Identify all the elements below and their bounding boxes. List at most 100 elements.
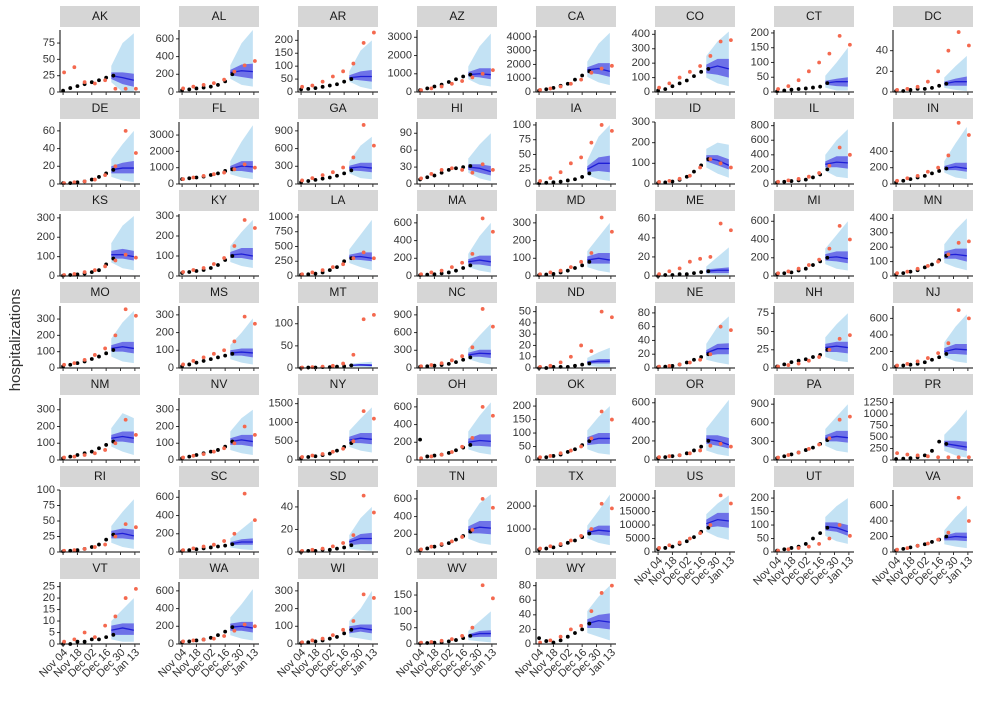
observed-point bbox=[580, 628, 584, 632]
y-tick-label: 200 bbox=[156, 420, 174, 432]
reported-point bbox=[124, 87, 128, 91]
reported-point bbox=[600, 310, 604, 314]
reported-point bbox=[967, 519, 971, 523]
reported-point bbox=[429, 271, 433, 275]
band-95 bbox=[111, 499, 134, 549]
reported-point bbox=[827, 537, 831, 541]
reported-point bbox=[103, 624, 107, 628]
strip-title: LA bbox=[331, 193, 346, 207]
observed-point bbox=[349, 169, 353, 173]
y-tick-label: 0 bbox=[168, 270, 174, 282]
reported-point bbox=[222, 539, 226, 543]
reported-point bbox=[124, 418, 128, 422]
y-tick-label: 150 bbox=[394, 589, 412, 601]
reported-point bbox=[181, 639, 185, 643]
y-tick-label: 2000 bbox=[507, 500, 531, 512]
y-tick-label: 0 bbox=[763, 270, 769, 282]
strip-title: AK bbox=[92, 9, 108, 23]
y-tick-label: 15000 bbox=[619, 505, 650, 517]
observed-point bbox=[797, 87, 801, 91]
strip-title: ME bbox=[686, 193, 704, 207]
observed-point bbox=[230, 254, 234, 258]
observed-point bbox=[923, 174, 927, 178]
observed-point bbox=[342, 80, 346, 84]
band-95 bbox=[944, 127, 967, 179]
reported-point bbox=[460, 168, 464, 172]
reported-point bbox=[450, 450, 454, 454]
y-tick-label: 200 bbox=[275, 602, 293, 614]
reported-point bbox=[657, 272, 661, 276]
y-tick-label: 200 bbox=[751, 27, 769, 39]
band-95 bbox=[349, 407, 372, 452]
observed-point bbox=[825, 168, 829, 172]
reported-point bbox=[232, 244, 236, 248]
observed-point bbox=[454, 166, 458, 170]
reported-point bbox=[362, 317, 366, 321]
reported-point bbox=[341, 628, 345, 632]
reported-point bbox=[310, 454, 314, 458]
y-tick-label: 1000 bbox=[269, 211, 293, 223]
y-tick-label: 0 bbox=[287, 638, 293, 650]
strip-title: NE bbox=[687, 285, 704, 299]
observed-point bbox=[901, 364, 905, 368]
y-tick-label: 800 bbox=[751, 120, 769, 132]
reported-point bbox=[72, 272, 76, 276]
reported-point bbox=[191, 176, 195, 180]
y-tick-label: 0 bbox=[406, 178, 412, 190]
y-tick-label: 400 bbox=[394, 234, 412, 246]
reported-point bbox=[657, 86, 661, 90]
observed-point bbox=[782, 362, 786, 366]
reported-point bbox=[93, 178, 97, 182]
observed-point bbox=[566, 269, 570, 273]
y-tick-label: 900 bbox=[275, 125, 293, 137]
reported-point bbox=[905, 270, 909, 274]
reported-point bbox=[331, 170, 335, 174]
y-tick-label: 300 bbox=[394, 344, 412, 356]
reported-point bbox=[817, 258, 821, 262]
y-tick-label: 600 bbox=[870, 499, 888, 511]
y-tick-label: 25 bbox=[43, 580, 55, 592]
observed-point bbox=[692, 449, 696, 453]
strip-title: IN bbox=[927, 101, 939, 115]
reported-point bbox=[103, 78, 107, 82]
reported-point bbox=[72, 361, 76, 365]
strip-title: PR bbox=[925, 377, 942, 391]
reported-point bbox=[967, 455, 971, 459]
y-tick-label: 60 bbox=[638, 213, 650, 225]
y-tick-label: 0 bbox=[525, 638, 531, 650]
reported-point bbox=[351, 62, 355, 66]
reported-point bbox=[481, 217, 485, 221]
reported-point bbox=[678, 76, 682, 80]
y-tick-label: 40 bbox=[43, 142, 55, 154]
reported-point bbox=[719, 161, 723, 165]
reported-point bbox=[916, 267, 920, 271]
reported-point bbox=[610, 129, 614, 133]
reported-point bbox=[321, 547, 325, 551]
y-tick-label: 1000 bbox=[507, 523, 531, 535]
observed-point bbox=[454, 269, 458, 273]
y-tick-label: 80 bbox=[638, 307, 650, 319]
observed-point bbox=[573, 78, 577, 82]
reported-point bbox=[797, 177, 801, 181]
reported-point bbox=[827, 436, 831, 440]
observed-point bbox=[663, 87, 667, 91]
y-tick-label: 3000 bbox=[150, 129, 174, 141]
observed-point bbox=[580, 263, 584, 267]
reported-point bbox=[429, 455, 433, 459]
y-tick-label: 0 bbox=[406, 638, 412, 650]
observed-point bbox=[944, 82, 948, 86]
reported-point bbox=[667, 364, 671, 368]
reported-point bbox=[600, 216, 604, 220]
reported-point bbox=[895, 88, 899, 92]
y-tick-label: 10000 bbox=[619, 519, 650, 531]
reported-point bbox=[579, 344, 583, 348]
strip-title: SD bbox=[330, 469, 347, 483]
observed-point bbox=[468, 164, 472, 168]
y-tick-label: 50 bbox=[281, 340, 293, 352]
reported-point bbox=[450, 82, 454, 86]
